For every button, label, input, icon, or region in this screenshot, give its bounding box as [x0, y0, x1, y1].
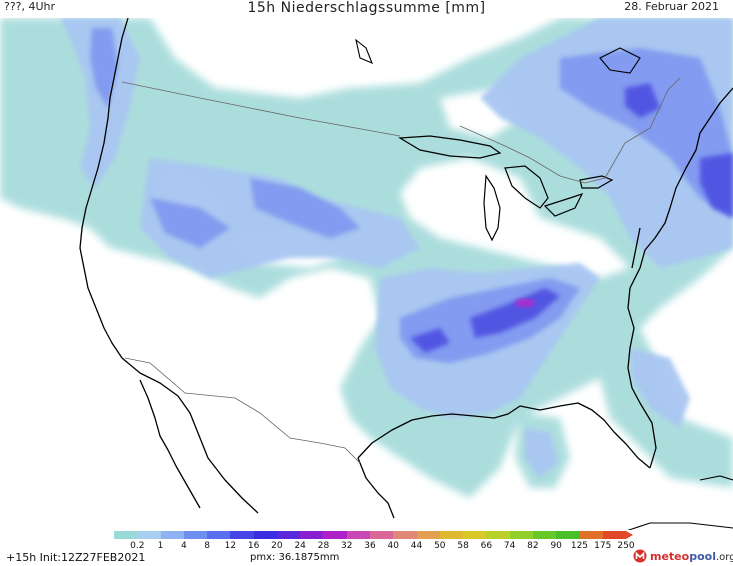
legend-tick-label: 90 — [550, 541, 562, 551]
legend-swatch — [556, 531, 580, 539]
legend-tick-label: 28 — [317, 541, 330, 551]
legend-swatch — [463, 531, 487, 539]
coastlines — [79, 18, 733, 519]
legend-swatch — [579, 531, 604, 539]
legend-swatch — [416, 531, 441, 539]
legend-swatch — [602, 531, 627, 539]
legend-tick-label: 8 — [204, 541, 210, 551]
legend-swatch — [230, 531, 255, 539]
legend-tick-label: 1 — [157, 541, 164, 551]
legend-tick-label: 36 — [364, 541, 376, 551]
model-run-info: +15h Init:12Z27FEB2021 — [6, 551, 146, 564]
legend-tick-label: 250 — [617, 541, 635, 551]
legend-swatch — [346, 531, 371, 539]
legend-ticks: 0.2 1 4 8 12 16 20 24 28 32 36 40 44 50 58 66 74 82 90 125 1… — [0, 541, 733, 553]
legend-tick-label: 175 — [594, 541, 612, 551]
legend-tick-label: 66 — [480, 541, 493, 551]
legend-arrow — [626, 531, 633, 539]
legend-tick-label: 4 — [180, 541, 187, 551]
legend-tick-label: 125 — [570, 541, 589, 551]
logo-text: meteopool.org — [650, 549, 733, 563]
legend-swatch — [253, 531, 278, 539]
legend-swatch — [486, 531, 511, 539]
forecast-date: 28. Februar 2021 — [624, 0, 719, 13]
precip-max-value: pmx: 36.1875mm — [250, 552, 340, 563]
legend-swatch — [160, 531, 185, 539]
legend-swatch — [509, 531, 534, 539]
islands — [355, 38, 733, 530]
meteopool-icon — [633, 549, 647, 563]
legend-color-bar — [114, 531, 633, 539]
legend-swatch — [393, 531, 418, 539]
legend-swatch — [207, 531, 231, 539]
legend-tick-label: 44 — [410, 541, 423, 551]
forecast-valid-label: ???, 4Uhr — [4, 0, 56, 13]
precip-max-core — [515, 299, 535, 307]
legend-tick-label: 20 — [271, 541, 283, 551]
dry-areas — [0, 33, 630, 530]
meteopool-logo[interactable]: meteopool.org — [633, 548, 733, 564]
legend-swatch — [370, 531, 394, 539]
legend-swatch — [439, 531, 464, 539]
precipitation-map — [0, 18, 733, 530]
precip-field-intense — [410, 83, 733, 353]
legend-tick-label: 12 — [224, 541, 237, 551]
legend-tick-label: 40 — [387, 541, 399, 551]
legend-tick-label: 58 — [457, 541, 469, 551]
legend-swatch — [532, 531, 557, 539]
legend-tick-label: 16 — [247, 541, 260, 551]
legend-swatch — [137, 531, 162, 539]
map-title: 15h Niederschlagssumme [mm] — [247, 0, 486, 16]
legend-swatch — [276, 531, 301, 539]
legend-swatch — [183, 531, 208, 539]
legend-swatch — [114, 531, 138, 539]
great-lakes — [398, 135, 614, 242]
legend-tick-label: 50 — [434, 541, 446, 551]
borders — [121, 77, 681, 464]
legend-tick-label: 82 — [527, 541, 539, 551]
legend-swatch — [300, 531, 324, 539]
legend-tick-label: 0.2 — [130, 541, 145, 551]
legend-tick-label: 74 — [503, 541, 516, 551]
legend-swatch — [323, 531, 348, 539]
precip-field-medium — [60, 18, 733, 478]
legend-tick-label: 32 — [340, 541, 353, 551]
legend-tick-label: 24 — [294, 541, 306, 551]
